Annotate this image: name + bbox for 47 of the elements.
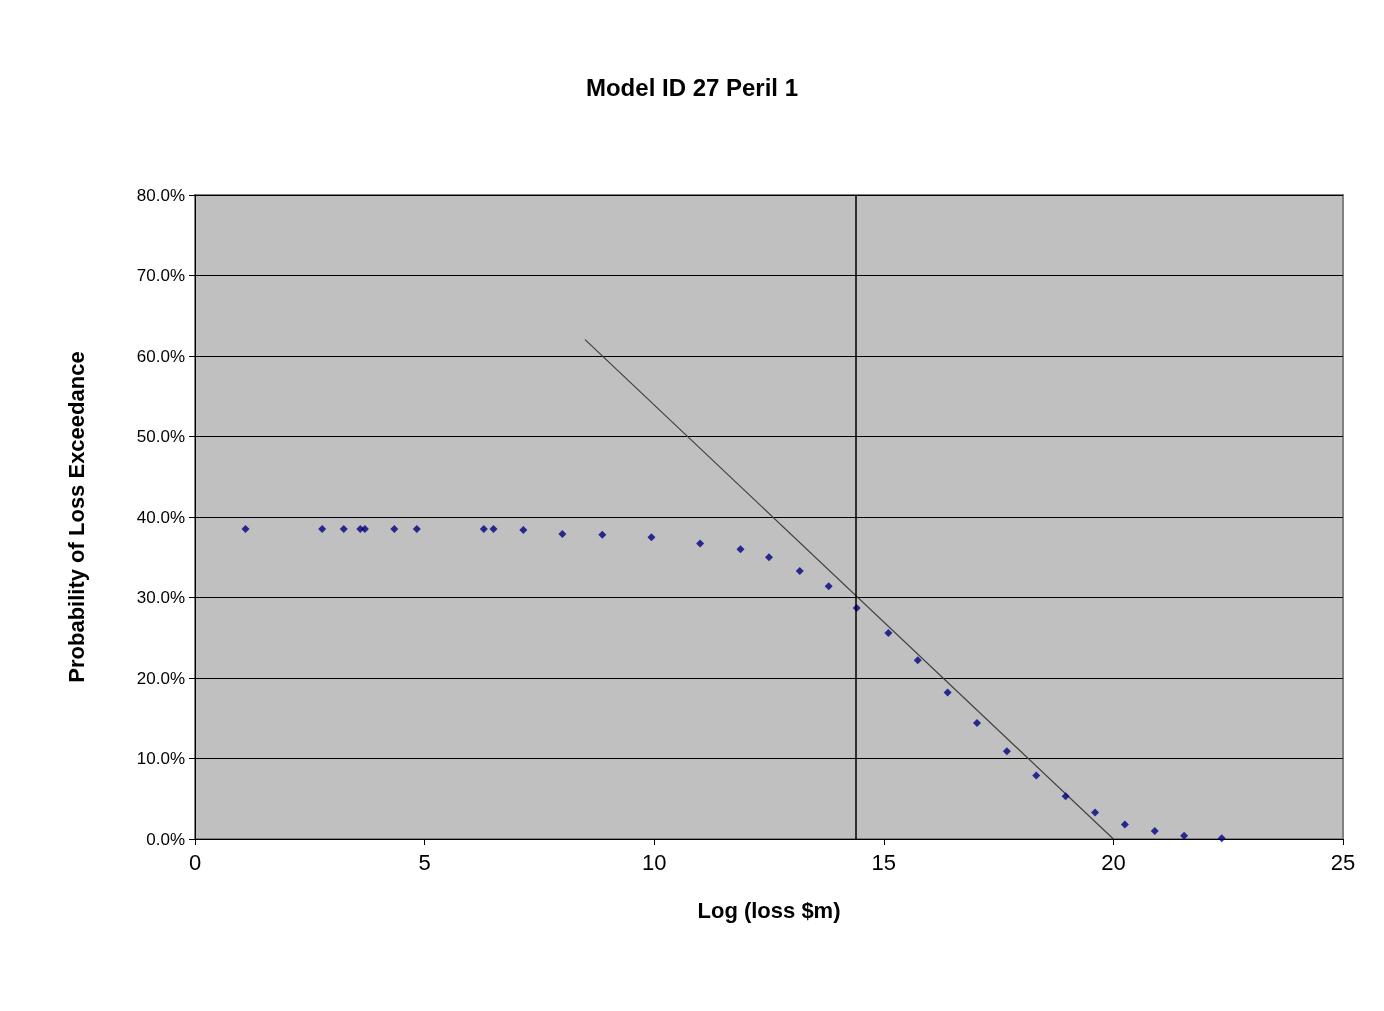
point (489, 525, 498, 534)
point (1180, 831, 1189, 840)
point (241, 525, 250, 534)
x-tick-label: 0 (188, 849, 202, 875)
x-axis-title: Log (loss $m) (697, 897, 841, 923)
point (412, 525, 421, 534)
point (1032, 771, 1041, 780)
point (824, 582, 833, 591)
point (736, 545, 745, 554)
x-tick-label: 15 (871, 849, 897, 875)
point (390, 525, 399, 534)
y-tick-label: 20.0% (136, 668, 185, 688)
x-tick-label: 10 (641, 849, 667, 875)
point (558, 529, 567, 538)
point (519, 525, 528, 534)
y-tick-label: 10.0% (136, 749, 185, 768)
point (1061, 792, 1070, 801)
point (765, 553, 773, 562)
point (318, 525, 327, 534)
y-tick-label: 80.0% (136, 185, 185, 205)
y-tick-label: 30.0% (136, 588, 185, 607)
point (1120, 820, 1129, 829)
point (598, 530, 607, 539)
x-tick-label: 20 (1101, 849, 1126, 875)
point (1150, 826, 1159, 835)
y-tick-label: 50.0% (136, 427, 185, 446)
x-tick-label: 5 (418, 849, 431, 875)
point (973, 719, 982, 728)
point (943, 688, 952, 697)
y-tick-label: 60.0% (136, 346, 185, 366)
point (479, 525, 488, 534)
point (913, 656, 922, 665)
x-tick-label: 25 (1330, 849, 1356, 875)
y-axis-title: Probability of Loss Exceedance (63, 351, 89, 683)
point (884, 628, 893, 637)
chart-title: Model ID 27 Peril 1 (585, 73, 799, 101)
point (647, 533, 656, 542)
y-tick-label: 70.0% (136, 266, 185, 285)
y-tick-label: 40.0% (136, 507, 185, 527)
y-tick-label: 0.0% (146, 829, 185, 849)
point (696, 539, 705, 548)
point (1002, 747, 1011, 756)
point (1217, 834, 1226, 843)
point (1091, 808, 1100, 817)
point (360, 525, 369, 534)
point (795, 566, 804, 575)
point (339, 525, 348, 534)
